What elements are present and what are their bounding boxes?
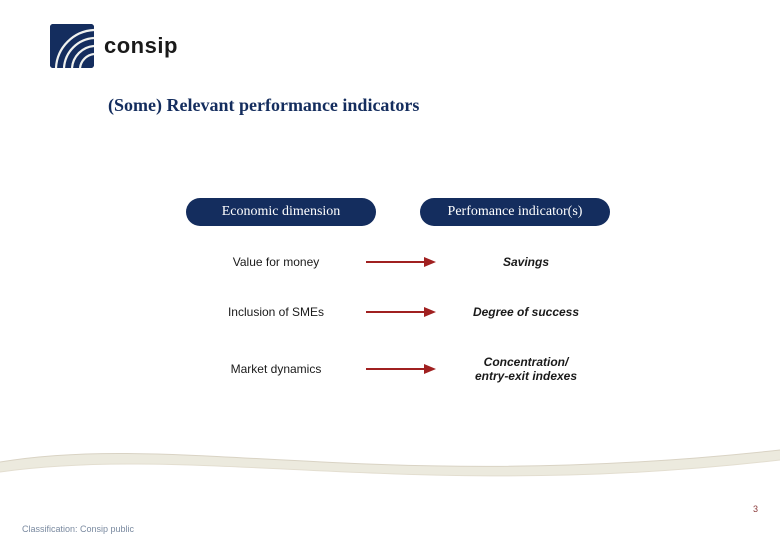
row-right-label: Degree of success — [436, 305, 616, 319]
row-left-label: Value for money — [186, 255, 366, 269]
logo: consip — [50, 24, 178, 68]
classification-label: Classification: Consip public — [22, 524, 134, 534]
row-right-label: Concentration/entry-exit indexes — [436, 355, 616, 383]
logo-mark — [50, 24, 94, 68]
row-left-label: Market dynamics — [186, 362, 366, 376]
page-number: 3 — [753, 504, 758, 514]
page-title: (Some) Relevant performance indicators — [108, 95, 419, 116]
decorative-wave — [0, 432, 780, 502]
logo-text: consip — [104, 33, 178, 59]
arrow-icon — [366, 363, 436, 375]
header-performance-indicators: Perfomance indicator(s) — [420, 198, 610, 226]
row-left-label: Inclusion of SMEs — [186, 305, 366, 319]
row-inclusion-smes: Inclusion of SMEs Degree of success — [186, 305, 616, 319]
row-value-for-money: Value for money Savings — [186, 255, 616, 269]
header-economic-dimension: Economic dimension — [186, 198, 376, 226]
row-right-label: Savings — [436, 255, 616, 269]
row-market-dynamics: Market dynamics Concentration/entry-exit… — [186, 355, 616, 383]
arrow-icon — [366, 256, 436, 268]
arrow-icon — [366, 306, 436, 318]
